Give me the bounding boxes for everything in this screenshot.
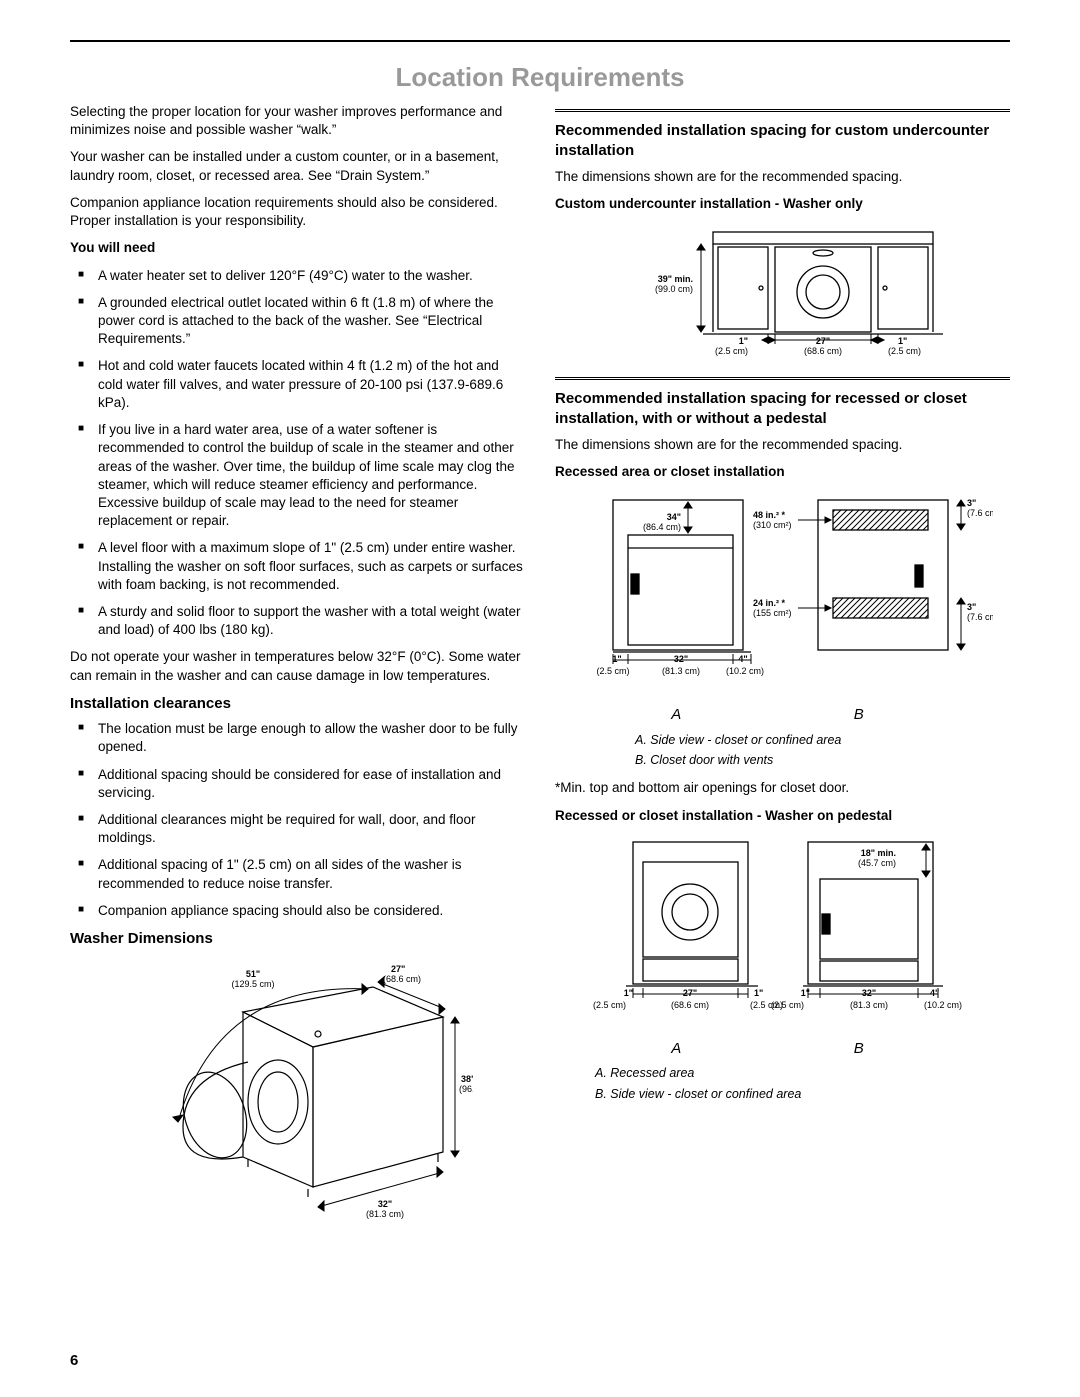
pedestal-diagram: 1" (2.5 cm) 27" (68.6 cm) 1" (2.5 cm) 18… xyxy=(555,834,1010,1029)
need-item: A water heater set to deliver 120°F (49°… xyxy=(70,267,525,285)
washer-dim-head: Washer Dimensions xyxy=(70,929,525,949)
closet-diagram: 34" (86.4 cm) 1" (2.5 cm) 32" (81.3 cm) … xyxy=(555,490,1010,695)
d1-l1m: (2.5 cm) xyxy=(714,346,747,356)
d2-b32m: (81.3 cm) xyxy=(661,666,699,676)
need-item: If you live in a hard water area, use of… xyxy=(70,421,525,530)
divider-rule xyxy=(555,377,1010,381)
intro-p2: Your washer can be installed under a cus… xyxy=(70,148,525,184)
dim-39: 39" min. xyxy=(657,274,692,284)
temp-warning: Do not operate your washer in temperatur… xyxy=(70,648,525,684)
d3-r1: 1" xyxy=(754,988,763,998)
d2-3am: (7.6 cm) xyxy=(967,508,993,518)
caption-a: A. Side view - closet or confined area xyxy=(635,732,1010,749)
need-item: Hot and cold water faucets located withi… xyxy=(70,357,525,412)
d2-b4: 4" xyxy=(738,654,747,664)
d3-l1m: (2.5 cm) xyxy=(592,1000,625,1010)
d2-3a: 3" xyxy=(967,498,976,508)
d3-l1: 1" xyxy=(623,988,632,998)
d3-27: 27" xyxy=(682,988,696,998)
clear-item: Companion appliance spacing should also … xyxy=(70,902,525,920)
closet-p: The dimensions shown are for the recomme… xyxy=(555,436,1010,454)
d3-b1m: (2.5 cm) xyxy=(770,1000,803,1010)
clear-item: The location must be large enough to all… xyxy=(70,720,525,756)
need-list: A water heater set to deliver 120°F (49°… xyxy=(70,267,525,640)
page-number: 6 xyxy=(70,1352,78,1369)
d2-48m: (310 cm²) xyxy=(753,520,792,530)
d2-24: 24 in.² * xyxy=(753,598,786,608)
undercounter-p: The dimensions shown are for the recomme… xyxy=(555,168,1010,186)
d1-r1: 1" xyxy=(898,336,907,346)
d2-34m: (86.4 cm) xyxy=(642,522,680,532)
d2-b1m: (2.5 cm) xyxy=(596,666,629,676)
d3-b32: 32" xyxy=(861,988,875,998)
intro-p3: Companion appliance location requirement… xyxy=(70,194,525,230)
d2-34: 34" xyxy=(666,512,680,522)
washer-dimensions-diagram: 51" (129.5 cm) 27" (68.6 cm) 38" (96.5 c xyxy=(70,957,525,1232)
d2-3b: 3" xyxy=(967,602,976,612)
left-column: Selecting the proper location for your w… xyxy=(70,103,525,1243)
closet-head: Recommended installation spacing for rec… xyxy=(555,389,1010,430)
label-a: A xyxy=(671,1039,681,1059)
undercounter-diagram: 39" min. (99.0 cm) 1" (2.5 cm) 27" (68.6… xyxy=(555,222,1010,367)
dim-38: 38" xyxy=(461,1074,473,1084)
d2-b4m: (10.2 cm) xyxy=(725,666,763,676)
label-b: B xyxy=(854,705,864,725)
caption-b2: B. Side view - closet or confined area xyxy=(595,1086,1010,1103)
clear-item: Additional spacing of 1" (2.5 cm) on all… xyxy=(70,856,525,892)
d3-b4: 4" xyxy=(930,988,939,998)
d2-24m: (155 cm²) xyxy=(753,608,792,618)
undercounter-sub: Custom undercounter installation - Washe… xyxy=(555,195,1010,213)
divider-rule xyxy=(555,109,1010,113)
d2-b32: 32" xyxy=(673,654,687,664)
dim-27: 27" xyxy=(391,964,405,974)
dim-38m: (96.5 cm) xyxy=(459,1084,473,1094)
d2-b1: 1" xyxy=(612,654,621,664)
top-rule xyxy=(70,40,1010,42)
d1-l1: 1" xyxy=(738,336,747,346)
closet-sub: Recessed area or closet installation xyxy=(555,463,1010,481)
clear-item: Additional spacing should be considered … xyxy=(70,766,525,802)
d3-b4m: (10.2 cm) xyxy=(924,1000,962,1010)
ab-labels-2: A B xyxy=(585,1039,950,1059)
page-title: Location Requirements xyxy=(70,62,1010,93)
need-item: A level floor with a maximum slope of 1"… xyxy=(70,539,525,594)
need-item: A sturdy and solid floor to support the … xyxy=(70,603,525,639)
undercounter-head: Recommended installation spacing for cus… xyxy=(555,121,1010,162)
two-columns: Selecting the proper location for your w… xyxy=(70,103,1010,1243)
dim-27m: (68.6 cm) xyxy=(383,974,421,984)
dim-32m: (81.3 cm) xyxy=(365,1209,403,1219)
intro-p1: Selecting the proper location for your w… xyxy=(70,103,525,139)
clearances-head: Installation clearances xyxy=(70,694,525,714)
clear-item: Additional clearances might be required … xyxy=(70,811,525,847)
dim-51: 51" xyxy=(245,969,259,979)
d1-27: 27" xyxy=(815,336,829,346)
need-item: A grounded electrical outlet located wit… xyxy=(70,294,525,349)
pedestal-sub: Recessed or closet installation - Washer… xyxy=(555,807,1010,825)
label-a: A xyxy=(671,705,681,725)
caption-a2: A. Recessed area xyxy=(595,1065,1010,1082)
ab-labels: A B xyxy=(585,705,950,725)
d3-b32m: (81.3 cm) xyxy=(849,1000,887,1010)
vent-note: *Min. top and bottom air openings for cl… xyxy=(555,779,1010,797)
d3-18: 18" min. xyxy=(860,848,895,858)
right-column: Recommended installation spacing for cus… xyxy=(555,103,1010,1243)
caption-b: B. Closet door with vents xyxy=(635,752,1010,769)
d3-27m: (68.6 cm) xyxy=(670,1000,708,1010)
d3-18m: (45.7 cm) xyxy=(857,858,895,868)
label-b: B xyxy=(854,1039,864,1059)
dim-51m: (129.5 cm) xyxy=(231,979,274,989)
dim-39m: (99.0 cm) xyxy=(654,284,692,294)
d2-48: 48 in.² * xyxy=(753,510,786,520)
d2-3bm: (7.6 cm) xyxy=(967,612,993,622)
d3-b1: 1" xyxy=(800,988,809,998)
d1-27m: (68.6 cm) xyxy=(803,346,841,356)
you-will-need-head: You will need xyxy=(70,239,525,257)
d1-r1m: (2.5 cm) xyxy=(888,346,921,356)
clearance-list: The location must be large enough to all… xyxy=(70,720,525,920)
dim-32: 32" xyxy=(377,1199,391,1209)
